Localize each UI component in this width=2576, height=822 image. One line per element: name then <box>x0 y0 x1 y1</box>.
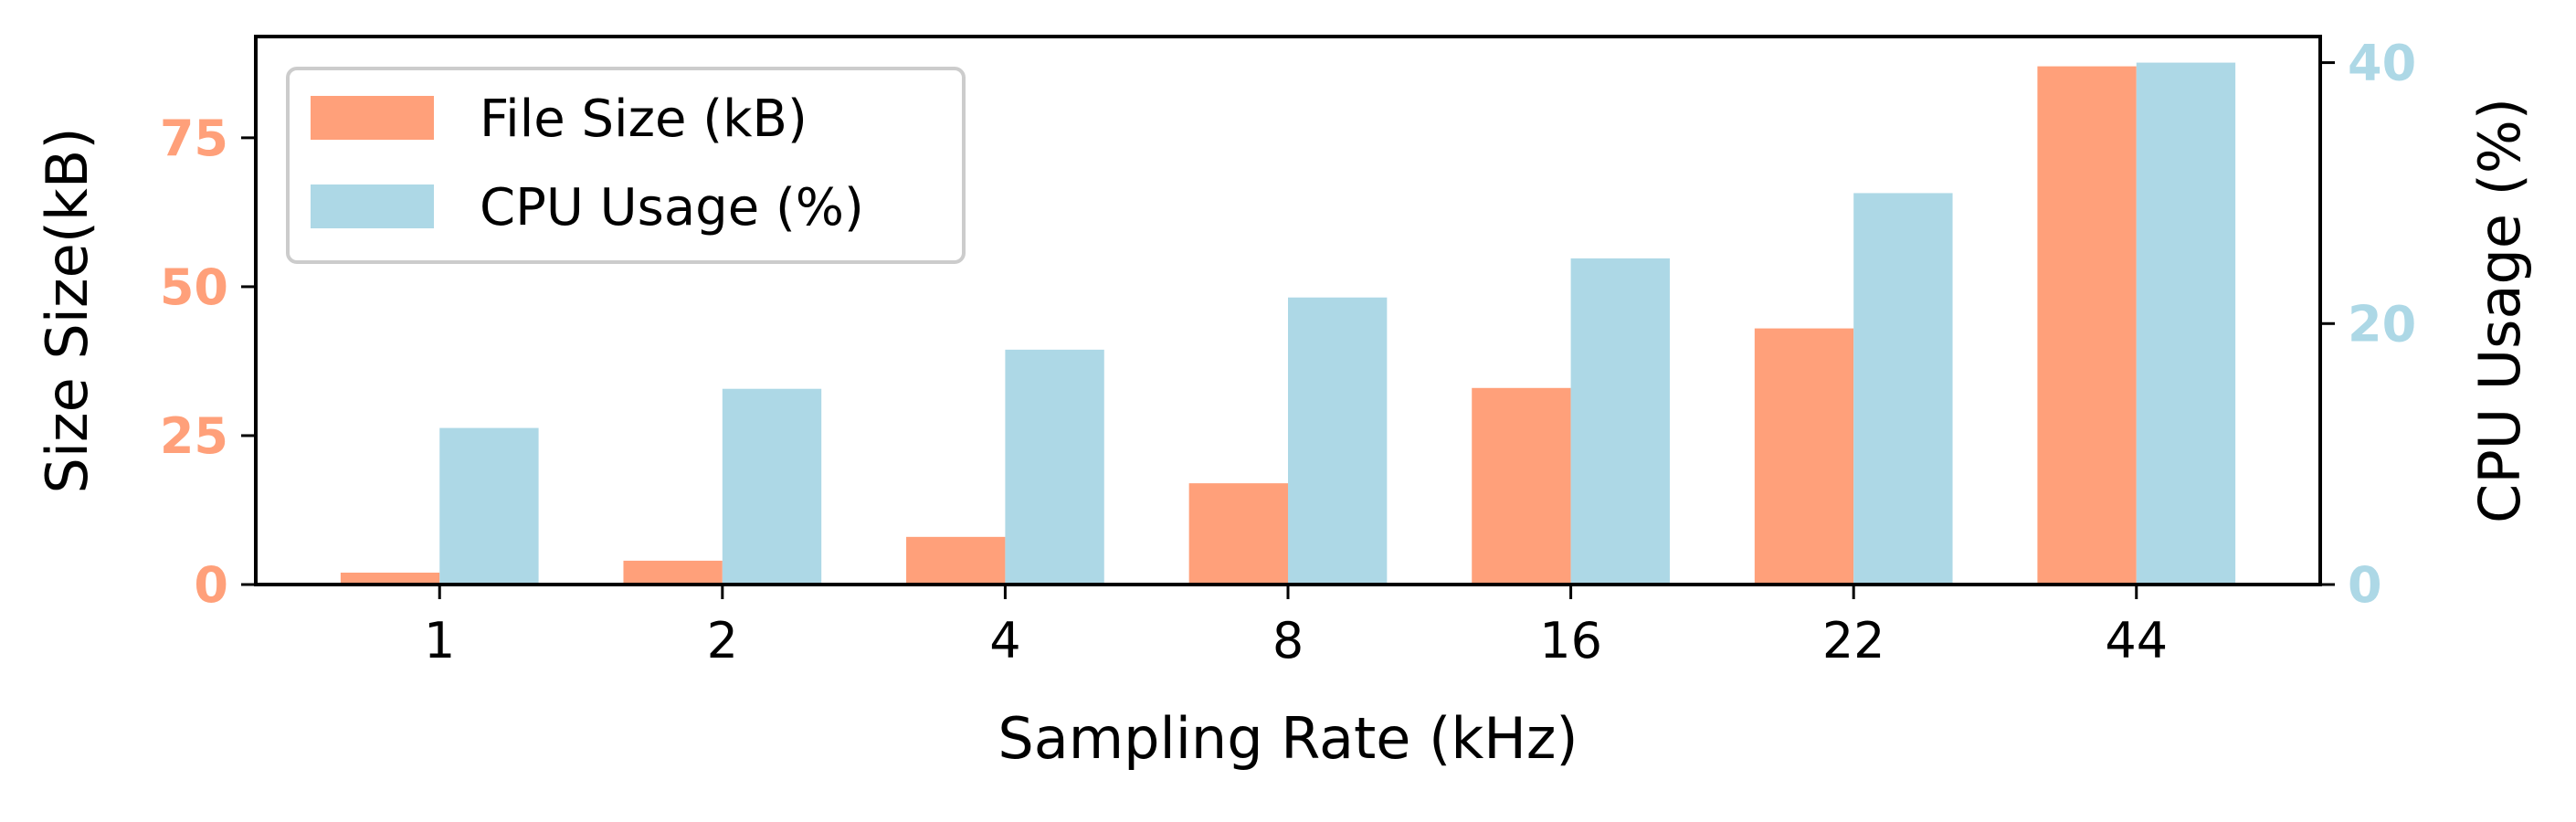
legend-label-file-size: File Size (kB) <box>480 90 808 149</box>
legend-label-cpu-usage: CPU Usage (%) <box>480 178 864 237</box>
right-y-tick-label: 40 <box>2348 35 2416 92</box>
legend-swatch-file-size <box>311 96 434 140</box>
x-axis-ticks: 1 2 4 8 16 22 44 <box>424 585 2168 669</box>
legend-frame <box>286 67 966 264</box>
x-axis-label: Sampling Rate (kHz) <box>998 705 1578 772</box>
bars-layer <box>340 62 2236 585</box>
bar-file-size-22 <box>1754 328 1854 585</box>
bar-cpu-usage-8 <box>1288 297 1388 585</box>
bar-file-size-16 <box>1472 387 1571 585</box>
right-y-tick-label: 0 <box>2348 556 2382 614</box>
bar-cpu-usage-22 <box>1853 193 1953 585</box>
right-y-axis-ticks: 0 20 40 <box>2320 35 2416 614</box>
bar-file-size-1 <box>340 572 440 585</box>
x-tick-label: 44 <box>2105 612 2168 669</box>
right-y-tick-label: 20 <box>2348 295 2416 353</box>
legend: File Size (kB) CPU Usage (%) <box>286 67 966 264</box>
bar-cpu-usage-44 <box>2136 62 2236 585</box>
bar-file-size-44 <box>2037 66 2137 585</box>
left-y-tick-label: 25 <box>160 407 228 465</box>
legend-swatch-cpu-usage <box>311 184 434 228</box>
left-y-axis-label: Size Size(kB) <box>34 127 100 493</box>
left-y-axis-ticks: 0 25 50 75 <box>160 110 256 614</box>
x-tick-label: 8 <box>1272 612 1304 669</box>
x-tick-label: 1 <box>424 612 455 669</box>
bar-file-size-2 <box>623 560 723 585</box>
right-y-axis-label: CPU Usage (%) <box>2466 98 2533 523</box>
bar-cpu-usage-4 <box>1005 349 1104 585</box>
left-y-tick-label: 75 <box>160 110 228 167</box>
bar-file-size-8 <box>1188 483 1288 585</box>
bar-cpu-usage-2 <box>722 388 822 585</box>
x-tick-label: 4 <box>989 612 1020 669</box>
bar-file-size-4 <box>906 536 1006 585</box>
x-tick-label: 16 <box>1539 612 1602 669</box>
x-tick-label: 22 <box>1822 612 1885 669</box>
x-tick-label: 2 <box>707 612 738 669</box>
bar-cpu-usage-1 <box>439 427 539 585</box>
bar-cpu-usage-16 <box>1570 258 1670 585</box>
left-y-tick-label: 50 <box>160 258 228 316</box>
left-y-tick-label: 0 <box>194 556 228 614</box>
